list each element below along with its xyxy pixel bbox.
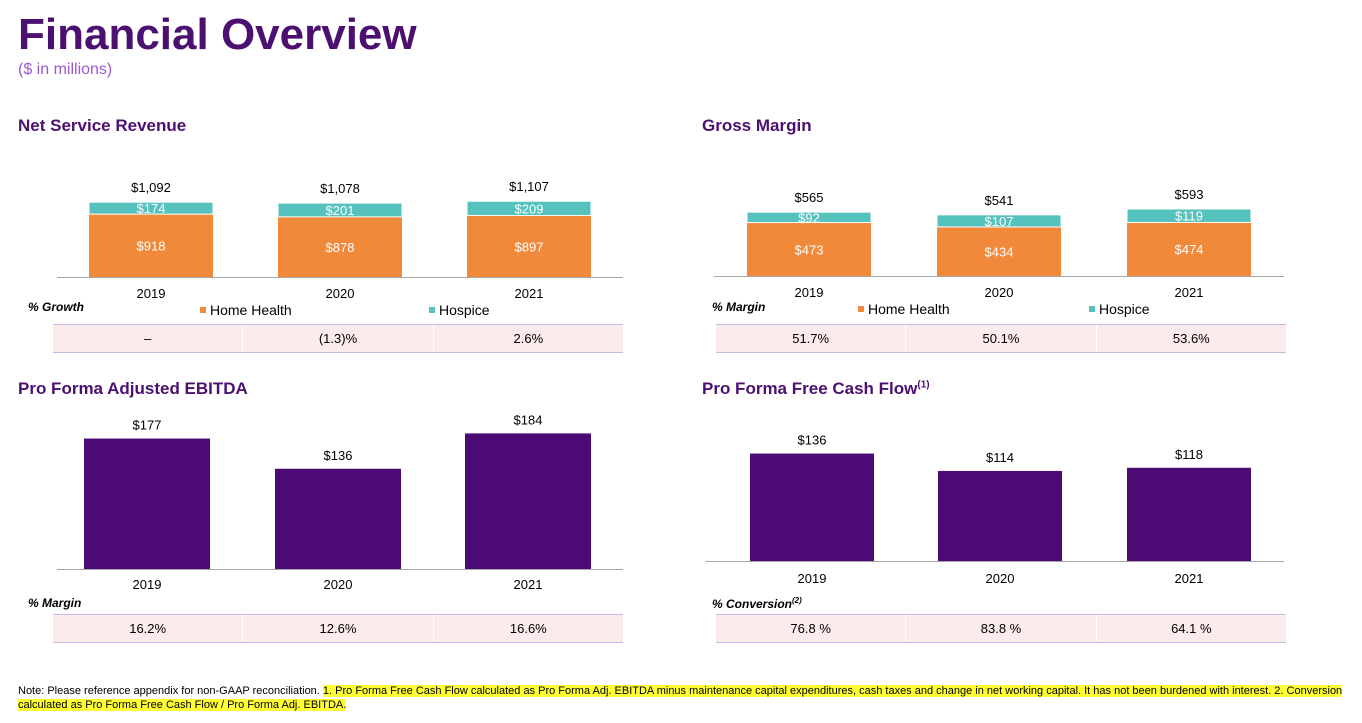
ebitda-bar — [465, 433, 591, 569]
gm-home-health-label: $434 — [985, 244, 1014, 259]
page-subtitle: ($ in millions) — [18, 61, 113, 78]
metric-cell: – — [53, 325, 244, 352]
gm-total-label: $593 — [1175, 187, 1204, 202]
nsr-total-label: $1,107 — [509, 179, 549, 194]
fcf-conversion-row: 76.8 % 83.8 % 64.1 % — [716, 614, 1286, 643]
nsr-bar-home-health — [467, 215, 591, 277]
metric-cell: 2.6% — [513, 331, 544, 346]
legend-swatch-home-health — [858, 306, 864, 312]
nsr-title: Net Service Revenue — [18, 116, 187, 135]
gm-margin-row: 51.7% 50.1% 53.6% — [716, 324, 1286, 353]
metric-cell: 16.6% — [509, 621, 547, 636]
footnote: Note: Please reference appendix for non-… — [18, 684, 1348, 712]
gm-legend-hospice: Hospice — [1089, 301, 1150, 317]
fcf-value-label: $136 — [798, 433, 827, 448]
nsr-bar-hospice — [277, 202, 403, 218]
metric-cell: 64.1 % — [1171, 621, 1212, 636]
nsr-hospice-label: $209 — [515, 201, 544, 216]
gm-category-label: 2020 — [985, 285, 1014, 300]
ebitda-value-label: $177 — [133, 418, 162, 433]
gm-home-health-label: $474 — [1175, 242, 1204, 257]
metric-cell: 76.8 % — [716, 615, 907, 642]
ebitda-margin-row: 16.2% 12.6% 16.6% — [53, 614, 623, 643]
nsr-bar-home-health — [89, 214, 213, 277]
fcf-bar — [1127, 467, 1251, 561]
legend-swatch-hospice — [1089, 306, 1095, 312]
gm-total-label: $565 — [795, 190, 824, 205]
metric-cell: 83.8 % — [906, 615, 1097, 642]
nsr-hospice-label: $201 — [326, 203, 355, 218]
gm-category-label: 2019 — [795, 285, 824, 300]
nsr-home-health-label: $897 — [515, 239, 544, 254]
nsr-legend-hospice: Hospice — [429, 302, 490, 318]
ebitda-title: Pro Forma Adjusted EBITDA — [18, 379, 248, 398]
metric-cell: 53.6% — [1172, 331, 1210, 346]
ebitda-metric-label: % Margin — [28, 596, 82, 610]
gm-metric-label: % Margin — [712, 300, 766, 314]
fcf-bar — [750, 453, 874, 561]
legend-label: Home Health — [210, 302, 292, 318]
fcf-title-footnote: (1) — [917, 379, 930, 391]
gm-hospice-label: $107 — [985, 214, 1014, 229]
gm-bar-home-health — [937, 226, 1061, 276]
gm-bar-hospice — [1126, 208, 1252, 223]
gm-bar-home-health — [1127, 222, 1251, 276]
nsr-total-label: $1,092 — [131, 180, 171, 195]
fcf-title-text: Pro Forma Free Cash Flow — [702, 379, 918, 398]
nsr-legend-home-health: Home Health — [200, 302, 292, 318]
nsr-total-label: $1,078 — [320, 181, 360, 196]
gm-hospice-label: $119 — [1175, 209, 1203, 224]
fcf-value-label: $114 — [986, 450, 1014, 465]
gm-hospice-label: $92 — [798, 210, 820, 225]
nsr-bar-home-health — [278, 216, 402, 277]
fcf-category-label: 2021 — [1175, 571, 1204, 586]
ebitda-bar — [275, 468, 401, 569]
gm-home-health-label: $473 — [795, 242, 824, 257]
nsr-metric-label: % Growth — [28, 300, 84, 314]
ebitda-category-label: 2019 — [133, 577, 162, 592]
fcf-value-label: $118 — [1175, 447, 1203, 462]
gm-category-label: 2021 — [1175, 285, 1204, 300]
legend-label: Home Health — [868, 301, 950, 317]
ebitda-value-label: $136 — [324, 448, 353, 463]
nsr-category-label: 2021 — [515, 286, 544, 301]
metric-cell: 51.7% — [716, 325, 907, 352]
fcf-title: Pro Forma Free Cash Flow(1) — [702, 379, 930, 399]
metric-cell: 50.1% — [906, 325, 1097, 352]
fcf-bar — [938, 470, 1062, 561]
legend-swatch-home-health — [200, 307, 206, 313]
metric-cell: 12.6% — [243, 615, 434, 642]
fcf-metric-label: % Conversion(2) — [712, 596, 802, 611]
nsr-category-label: 2019 — [137, 286, 166, 301]
nsr-home-health-label: $918 — [137, 239, 166, 254]
nsr-bar-hospice — [466, 200, 592, 217]
metric-cell: 16.2% — [53, 615, 244, 642]
ebitda-category-label: 2020 — [324, 577, 353, 592]
ebitda-bar — [84, 438, 210, 569]
gm-bar-hospice — [936, 214, 1062, 228]
gm-bar-hospice — [746, 211, 872, 224]
gm-total-label: $541 — [985, 193, 1014, 208]
fcf-metric-label-text: % Conversion — [712, 597, 793, 611]
legend-label: Hospice — [1099, 301, 1150, 317]
nsr-category-label: 2020 — [326, 286, 355, 301]
gm-bar-home-health — [747, 222, 871, 276]
fcf-metric-footnote: (2) — [792, 596, 802, 605]
nsr-growth-row: – (1.3)% 2.6% — [53, 324, 623, 353]
nsr-home-health-label: $878 — [326, 240, 355, 255]
fcf-category-label: 2020 — [986, 571, 1015, 586]
footnote-text: Note: Please reference appendix for non-… — [18, 685, 323, 697]
fcf-category-label: 2019 — [798, 571, 827, 586]
metric-cell: (1.3)% — [243, 325, 434, 352]
legend-label: Hospice — [439, 302, 490, 318]
ebitda-value-label: $184 — [514, 412, 543, 427]
ebitda-category-label: 2021 — [514, 577, 543, 592]
nsr-hospice-label: $174 — [137, 201, 166, 216]
page-title: Financial Overview — [18, 10, 417, 59]
gm-title: Gross Margin — [702, 116, 812, 135]
legend-swatch-hospice — [429, 307, 435, 313]
gm-legend-home-health: Home Health — [858, 301, 950, 317]
nsr-bar-hospice — [88, 201, 214, 215]
